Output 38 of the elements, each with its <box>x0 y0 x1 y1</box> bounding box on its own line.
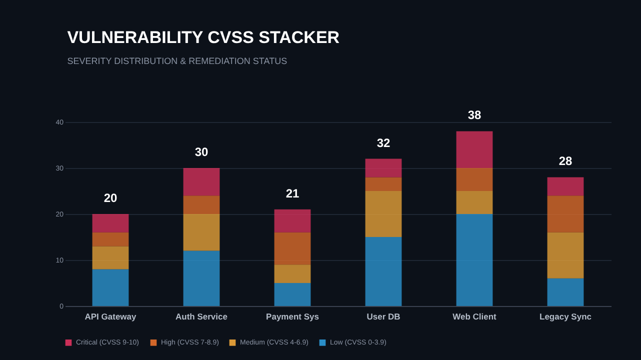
bar <box>547 177 584 196</box>
bar <box>456 131 493 168</box>
bar <box>92 246 129 270</box>
bar <box>274 232 311 265</box>
bar <box>183 196 220 214</box>
bar <box>92 214 129 232</box>
x-tick-label: Auth Service <box>176 312 228 322</box>
bar <box>274 283 311 306</box>
x-tick-label: API Gateway <box>84 312 137 322</box>
x-tick-label: Web Client <box>452 312 497 322</box>
total-label: 28 <box>558 154 572 168</box>
bar <box>274 264 311 283</box>
chart-subtitle: SEVERITY DISTRIBUTION & REMEDIATION STATUS <box>67 56 288 66</box>
total-label: 32 <box>376 136 390 150</box>
bar <box>365 158 402 178</box>
x-tick-label: Legacy Sync <box>540 312 592 322</box>
bar <box>274 209 311 232</box>
bar <box>365 191 402 237</box>
bar <box>547 232 584 278</box>
bar <box>547 196 584 232</box>
total-label: 20 <box>104 191 118 205</box>
bar <box>183 168 220 196</box>
bar <box>183 214 220 251</box>
bar <box>547 278 584 306</box>
x-tick-label: Payment Sys <box>266 312 320 322</box>
bar <box>365 177 402 191</box>
total-label: 21 <box>286 186 300 200</box>
total-label: 38 <box>468 108 482 122</box>
total-label: 30 <box>194 145 208 159</box>
bar <box>92 269 129 306</box>
bar <box>183 250 220 306</box>
bar <box>365 237 402 306</box>
bar <box>456 168 493 191</box>
x-tick-label: User DB <box>366 312 400 322</box>
bar <box>456 191 493 214</box>
bar <box>92 232 129 246</box>
bar <box>456 214 493 306</box>
chart-title: VULNERABILITY CVSS STACKER <box>67 28 340 48</box>
